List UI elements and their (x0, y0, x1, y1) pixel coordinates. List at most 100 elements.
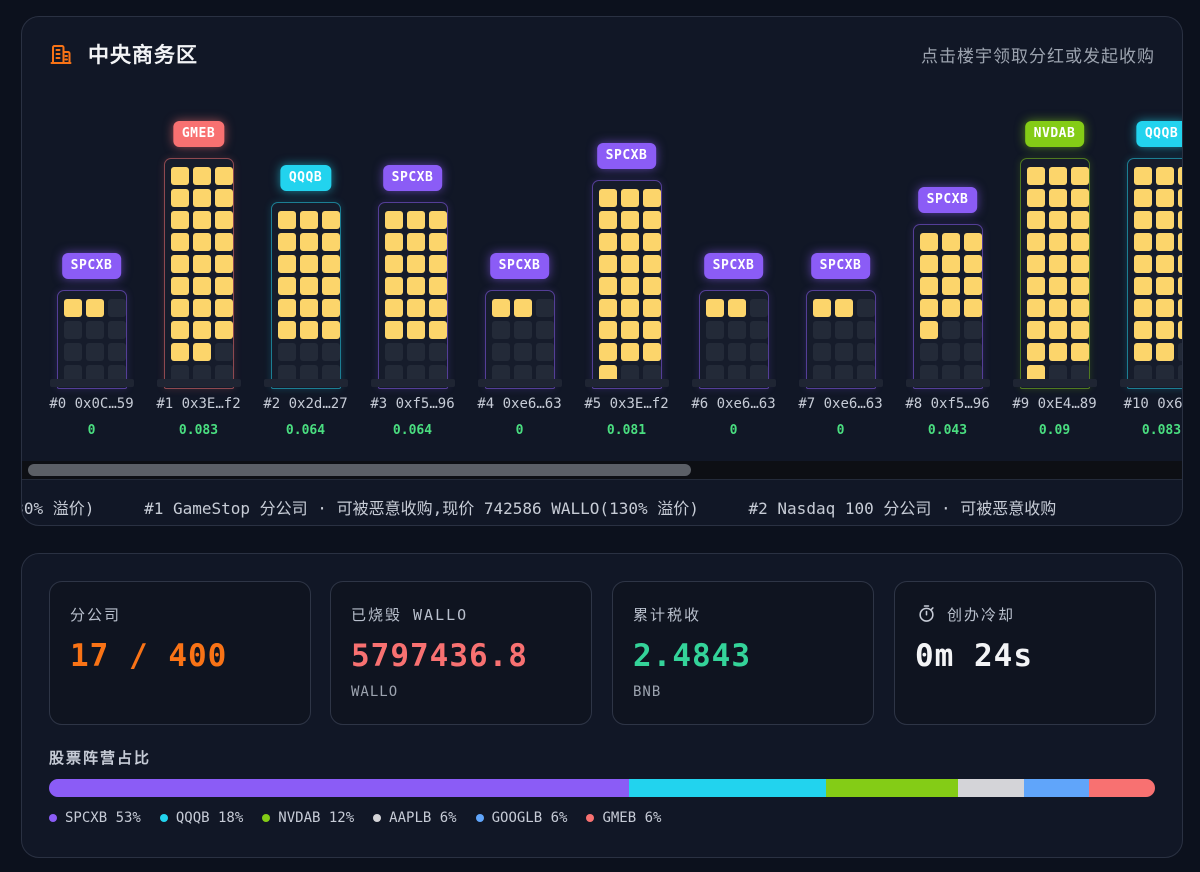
building-3[interactable]: SPCXB #3 0xf5…96 0.064 (359, 87, 466, 461)
building-base (691, 379, 776, 387)
ticker-item: #1 GameStop 分公司 · 可被恶意收购,现价 742586 WALLO… (144, 499, 699, 518)
legend-dot-icon (159, 814, 168, 822)
district-header: 中央商务区 点击楼宇领取分红或发起收购 (22, 17, 1182, 87)
horizontal-scrollbar[interactable] (22, 461, 1182, 479)
scrollbar-thumb[interactable] (28, 464, 691, 476)
building-9[interactable]: NVDAB #9 0xE4…89 0.09 (1001, 87, 1108, 461)
building-8[interactable]: SPCXB #8 0xf5…96 0.043 (894, 87, 1001, 461)
building-tower[interactable] (1019, 158, 1090, 389)
building-window (491, 299, 510, 317)
cooldown-label: 创办冷却 (947, 606, 1016, 624)
building-ticker-tag: SPCXB (703, 253, 764, 279)
building-window (1155, 211, 1174, 229)
building-window (63, 299, 82, 317)
building-tower[interactable] (805, 290, 876, 389)
building-window (941, 277, 960, 295)
building-window (384, 299, 403, 317)
building-window (1177, 255, 1182, 273)
building-window (941, 299, 960, 317)
building-window (406, 255, 425, 273)
building-window (642, 299, 661, 317)
building-window (299, 255, 318, 273)
branches-label: 分公司 (70, 606, 122, 624)
building-window (1155, 233, 1174, 251)
building-window (963, 299, 982, 317)
building-window (963, 233, 982, 251)
building-ticker-tag: SPCXB (382, 165, 443, 191)
building-7[interactable]: SPCXB #7 0xe6…63 0 (787, 87, 894, 461)
building-window (963, 277, 982, 295)
building-window (1048, 167, 1067, 185)
building-window (1048, 365, 1067, 383)
building-window (277, 299, 296, 317)
building-window (1177, 167, 1182, 185)
building-window (63, 321, 82, 339)
building-window (428, 321, 447, 339)
building-window (170, 211, 189, 229)
building-2[interactable]: QQQB #2 0x2d…27 0.064 (252, 87, 359, 461)
camp-legend-label: GMEB 6% (602, 810, 662, 826)
building-ticker-tag: QQQB (279, 165, 332, 191)
building-window (749, 343, 768, 361)
building-window (1177, 189, 1182, 207)
building-window (749, 321, 768, 339)
building-window (63, 365, 82, 383)
building-window (428, 299, 447, 317)
building-window (620, 233, 639, 251)
building-window (1070, 189, 1089, 207)
building-window (919, 233, 938, 251)
building-window (941, 255, 960, 273)
building-window (834, 343, 853, 361)
camp-share-segment (49, 779, 630, 797)
camp-legend-item: NVDAB 12% (262, 810, 354, 826)
building-address: #0 0x0C…59 (49, 396, 134, 412)
building-tower[interactable] (377, 202, 448, 389)
building-window (598, 277, 617, 295)
building-window (1133, 321, 1152, 339)
building-window (749, 299, 768, 317)
building-window (1026, 321, 1045, 339)
building-window (1026, 299, 1045, 317)
building-window (107, 299, 126, 317)
building-1[interactable]: GMEB #1 0x3E…f2 0.083 (145, 87, 252, 461)
building-5[interactable]: SPCXB #5 0x3E…f2 0.081 (573, 87, 680, 461)
building-tower[interactable] (163, 158, 234, 389)
building-4[interactable]: SPCXB #4 0xe6…63 0 (466, 87, 573, 461)
building-10[interactable]: QQQB #10 0x69… 0.083 (1108, 87, 1182, 461)
building-tower[interactable] (270, 202, 341, 389)
building-dividend: 0 (729, 423, 738, 438)
building-0[interactable]: SPCXB #0 0x0C…59 0 (38, 87, 145, 461)
building-window (214, 255, 233, 273)
building-tower[interactable] (1126, 158, 1182, 389)
building-window (856, 299, 875, 317)
building-base (1119, 379, 1182, 387)
building-base (905, 379, 990, 387)
building-window (963, 365, 982, 383)
building-window (1048, 299, 1067, 317)
building-window (170, 167, 189, 185)
timer-icon (919, 605, 934, 622)
building-window (620, 365, 639, 383)
building-skyline[interactable]: SPCXB #0 0x0C…59 0 GMEB #1 0x3E…f2 0.083 QQQB #… (22, 87, 1182, 461)
building-window (170, 299, 189, 317)
building-tower[interactable] (591, 180, 662, 389)
building-window (321, 255, 340, 273)
building-window (598, 189, 617, 207)
building-tower[interactable] (484, 290, 555, 389)
building-window (620, 343, 639, 361)
building-address: #2 0x2d…27 (263, 396, 348, 412)
building-base (263, 379, 348, 387)
building-ticker-tag: QQQB (1135, 121, 1182, 147)
building-6[interactable]: SPCXB #6 0xe6…63 0 (680, 87, 787, 461)
building-window (428, 211, 447, 229)
building-tower[interactable] (912, 224, 983, 389)
building-window (428, 255, 447, 273)
building-window (642, 233, 661, 251)
camp-share-segment (629, 779, 827, 797)
building-window (620, 321, 639, 339)
building-tower[interactable] (698, 290, 769, 389)
building-window (1177, 211, 1182, 229)
building-window (192, 343, 211, 361)
building-window (107, 365, 126, 383)
building-tower[interactable] (56, 290, 127, 389)
